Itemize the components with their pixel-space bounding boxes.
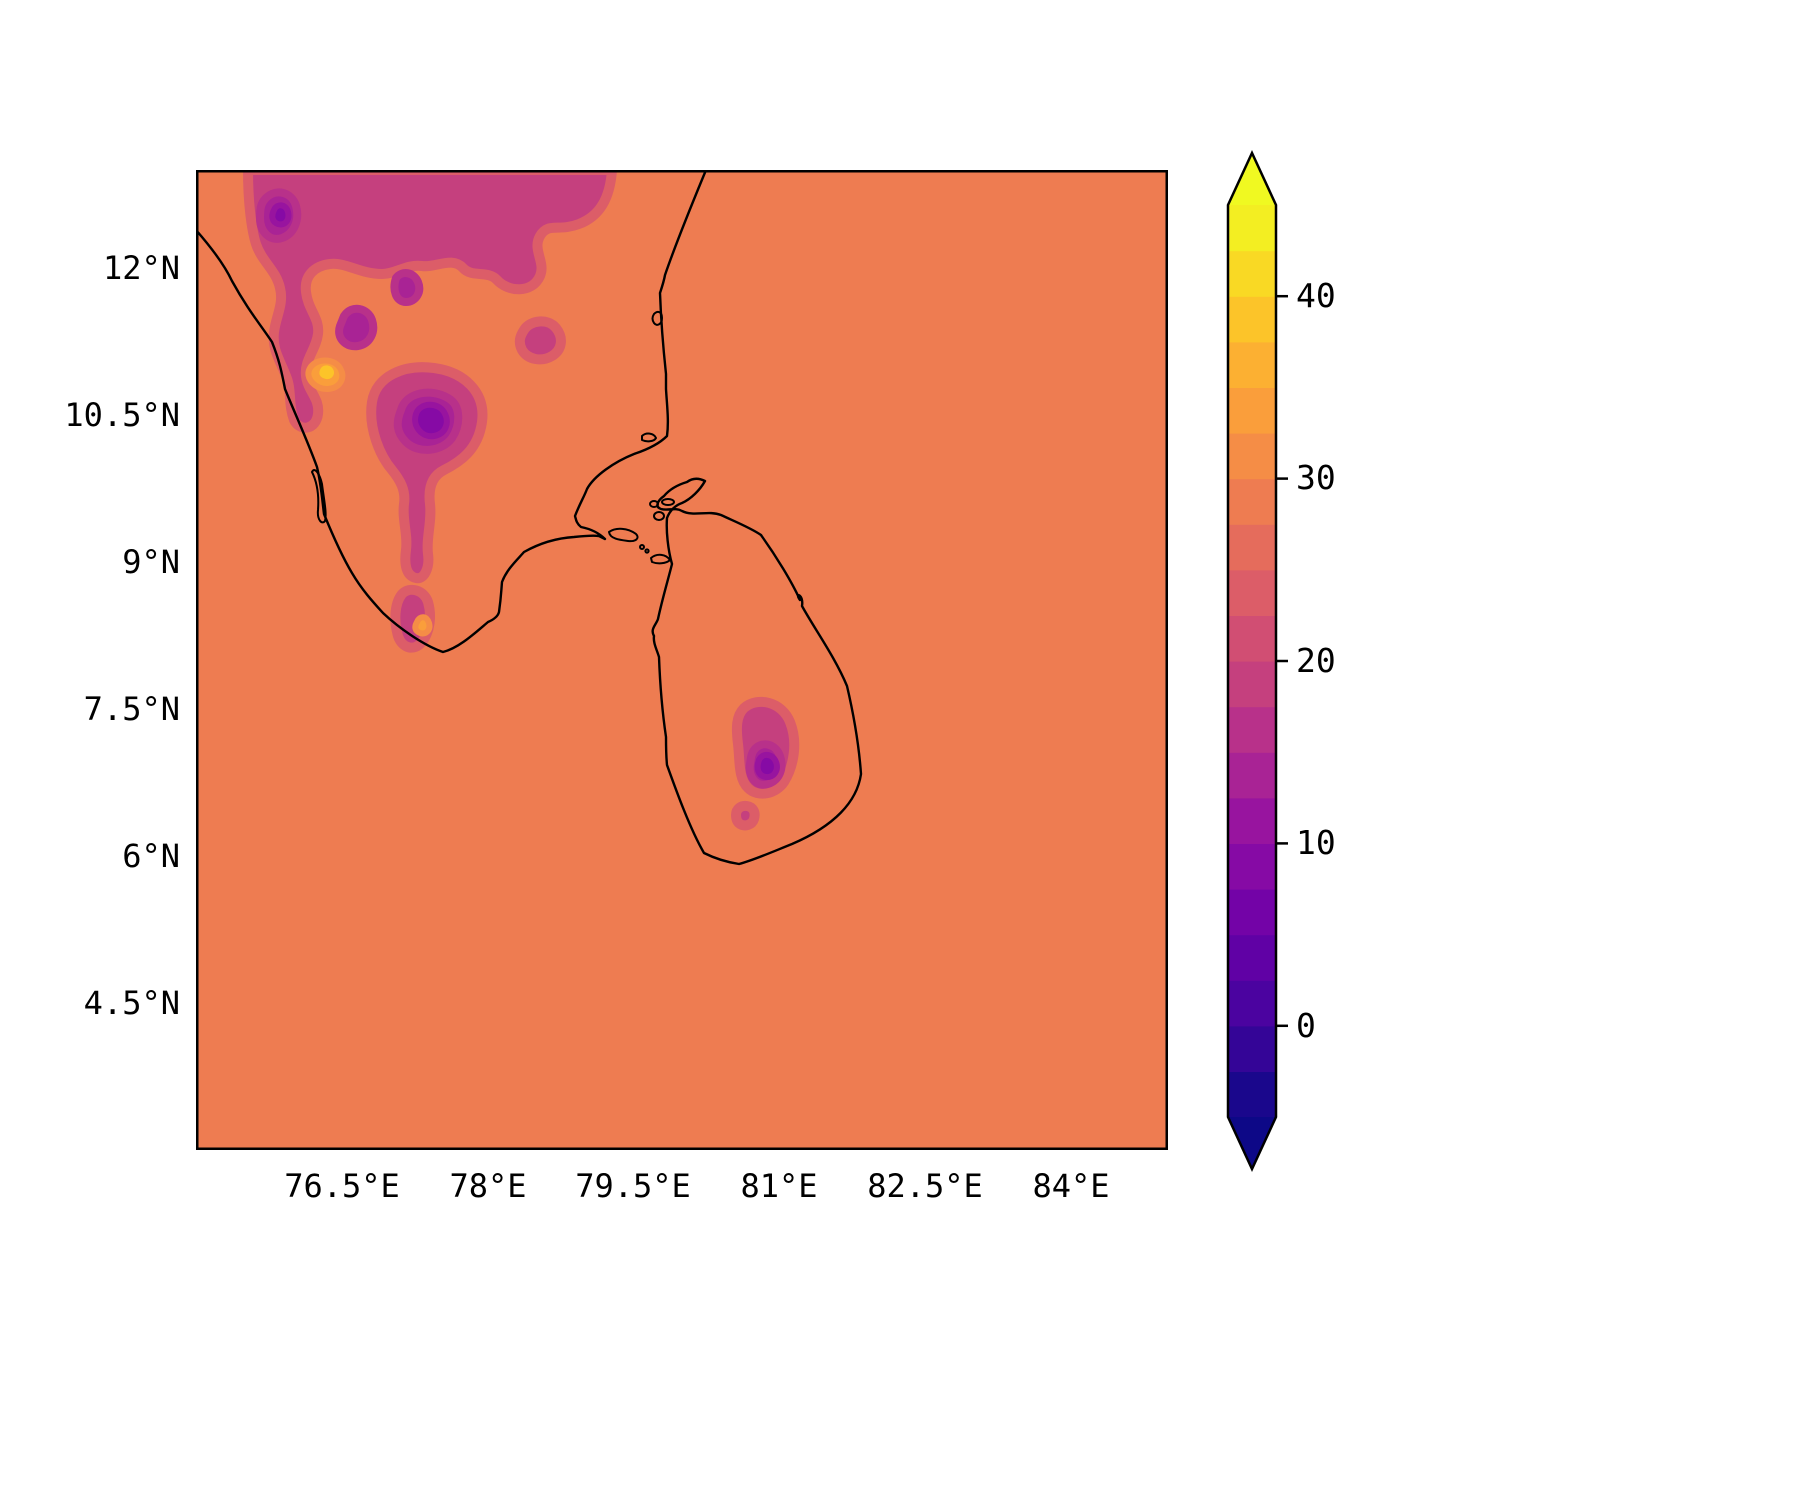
lagoon-outlines — [311, 310, 663, 524]
x-tick-84e: 84°E — [1032, 1167, 1110, 1205]
cbar-tick-0: 0 — [1296, 1006, 1316, 1045]
coastline-india — [196, 170, 708, 654]
y-tick-10-5n: 10.5°N — [64, 396, 180, 434]
contour-cool-level3 — [269, 202, 780, 781]
x-tick-76-5e: 76.5°E — [284, 1167, 400, 1205]
cbar-tick-40: 40 — [1296, 276, 1336, 315]
contour-cool-level2 — [256, 188, 786, 789]
contour-warm-spot-core — [319, 365, 335, 380]
x-tick-79-5e: 79.5°E — [575, 1167, 691, 1205]
y-tick-4-5n: 4.5°N — [83, 984, 180, 1022]
y-tick-12n: 12°N — [102, 249, 180, 287]
map-frame — [196, 170, 1168, 1150]
cbar-tick-10: 10 — [1296, 823, 1336, 862]
cbar-tick-20: 20 — [1296, 641, 1336, 680]
x-tick-82-5e: 82.5°E — [867, 1167, 983, 1205]
y-tick-6n: 6°N — [122, 837, 180, 875]
colorbar — [1226, 150, 1288, 1172]
x-tick-81e: 81°E — [740, 1167, 818, 1205]
colorbar-extend-over-arrow — [1228, 153, 1276, 205]
island-outlines — [608, 498, 675, 565]
x-tick-78e: 78°E — [449, 1167, 527, 1205]
coastline-sri-lanka — [651, 477, 863, 866]
cbar-tick-30: 30 — [1296, 458, 1336, 497]
contour-warm-spots — [305, 357, 433, 637]
colorbar-outline — [1226, 150, 1278, 1172]
colorbar-extend-under-arrow — [1228, 1117, 1276, 1169]
y-tick-9n: 9°N — [122, 543, 180, 581]
map-plot — [196, 170, 1168, 1150]
y-tick-7-5n: 7.5°N — [83, 690, 180, 728]
